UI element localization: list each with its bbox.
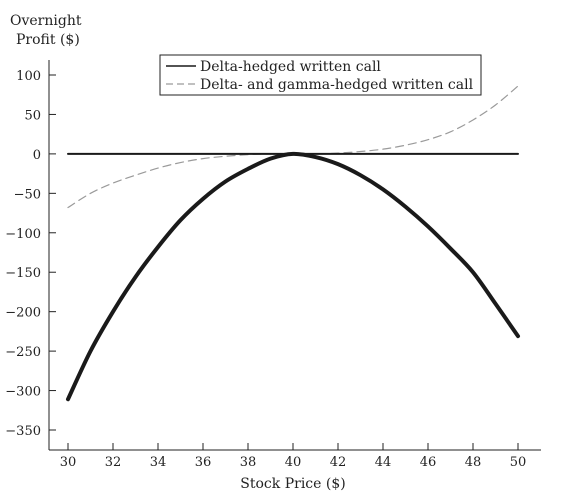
y-tick-label: −100: [5, 227, 41, 242]
y-axis-title-line1: Overnight: [10, 13, 82, 29]
x-tick-label: 38: [240, 455, 257, 470]
y-tick-label: −50: [14, 187, 41, 202]
x-tick-label: 34: [150, 455, 167, 470]
series-layer: [66, 85, 520, 402]
series-delta-hedged-line: [66, 151, 520, 402]
x-tick-label: 46: [420, 455, 437, 470]
axes: 100 50 0 −50 −100 −150 −200 −250 −300 −350 30 32 34 3…: [5, 60, 541, 470]
legend: Delta-hedged written call Delta- and gam…: [159, 54, 482, 96]
x-tick-label: 32: [105, 455, 122, 470]
x-tick-label: 30: [60, 455, 77, 470]
series-delta-gamma-hedged-line: [67, 85, 519, 209]
y-tick-label: −350: [5, 424, 41, 439]
y-tick-label: 100: [16, 69, 41, 84]
y-tick-label: 0: [33, 148, 41, 163]
y-axis-title-line2: Profit ($): [16, 32, 80, 48]
y-tick-label: −300: [5, 385, 41, 400]
x-tick-label: 40: [285, 455, 302, 470]
x-tick-label: 36: [195, 455, 212, 470]
legend-label-delta-hedged: Delta-hedged written call: [200, 59, 381, 75]
y-tick-label: −150: [5, 266, 41, 281]
y-tick-label: −200: [5, 306, 41, 321]
x-tick-label: 44: [375, 455, 392, 470]
y-tick-label: −250: [5, 345, 41, 360]
x-tick-label: 48: [465, 455, 482, 470]
y-tick-label: 50: [24, 108, 41, 123]
legend-label-delta-gamma-hedged: Delta- and gamma-hedged written call: [200, 77, 474, 93]
x-axis-title: Stock Price ($): [240, 476, 345, 492]
x-tick-label: 50: [510, 455, 527, 470]
legend-box: [159, 54, 482, 96]
x-tick-label: 42: [330, 455, 347, 470]
